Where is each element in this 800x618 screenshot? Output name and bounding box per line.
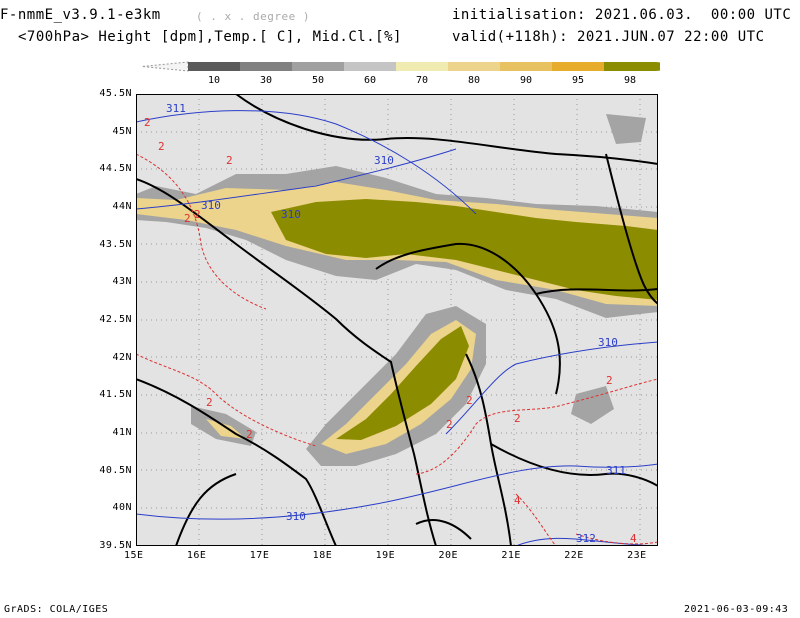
colorbar-labels: 10 30 50 60 70 80 90 95 98 (208, 75, 636, 86)
colorbar-label: 50 (312, 75, 324, 86)
colorbar-box (240, 62, 292, 71)
height-contour-label: 311 (606, 464, 626, 477)
model-title: F-nmmE_v3.9.1-e3km (0, 7, 161, 23)
colorbar-overflow (656, 62, 660, 71)
footer-timestamp: 2021-06-03-09:43 (684, 604, 789, 615)
colorbar-box (188, 62, 240, 71)
height-contour-label: 312 (576, 532, 596, 545)
latitude-label: 41N (112, 427, 132, 438)
temperature-contour-label: 2 (514, 412, 521, 425)
colorbar: 10 30 50 60 70 80 90 95 98 (141, 61, 660, 86)
valid-time-label: valid(+118h): 2021.JUN.07 22:00 UTC (452, 29, 765, 45)
temperature-contour-label: 2 (158, 140, 165, 153)
cloud-band-albania-core (336, 326, 469, 440)
colorbar-box (448, 62, 500, 71)
longitude-label: 22E (564, 550, 584, 561)
cloud-band-adriatic-core (271, 199, 658, 300)
longitude-label: 18E (312, 550, 333, 561)
height-contour-label: 310 (281, 208, 301, 221)
latitude-label: 44N (112, 201, 132, 212)
temperature-contour-label: 2 (466, 394, 473, 407)
height-contours (136, 110, 658, 546)
temperature-contour-label: 2 (194, 208, 201, 221)
temperature-contour-label: 4 (630, 532, 637, 545)
temperature-contour-label: 2 (246, 428, 253, 441)
longitude-label: 19E (375, 550, 396, 561)
temperature-contour-label: 2 (184, 212, 191, 225)
cloud-patch-east (571, 386, 614, 424)
coastline-and-borders (136, 94, 658, 546)
latitude-label: 43N (112, 276, 132, 288)
longitude-label: 15E (124, 550, 144, 561)
latitude-label: 45N (112, 125, 132, 137)
temperature-contour-label: 2 (226, 154, 233, 167)
temperature-contour-label: 2 (606, 374, 613, 387)
colorbar-label: 90 (520, 75, 532, 86)
colorbar-label: 60 (364, 75, 376, 86)
latitude-label: 39.5N (99, 540, 132, 551)
colorbar-label: 30 (260, 75, 272, 86)
longitude-label: 23E (627, 550, 647, 561)
temperature-contour-label: 2 (446, 418, 453, 431)
longitude-label: 20E (438, 550, 459, 561)
height-contour-label: 310 (286, 510, 306, 523)
temperature-contour-label: 2 (144, 116, 151, 129)
latitude-label: 42N (112, 351, 132, 363)
footer-credit: GrADS: COLA/IGES (4, 604, 109, 615)
cloud-patch-north (606, 114, 646, 144)
longitude-label: 21E (501, 550, 521, 561)
colorbar-underflow (141, 61, 189, 72)
latitude-label: 45.5N (99, 88, 132, 99)
colorbar-box (604, 62, 656, 71)
colorbar-label: 80 (468, 75, 480, 86)
latitude-label: 43.5N (99, 238, 132, 250)
colorbar-label: 98 (624, 75, 636, 86)
colorbar-box (500, 62, 552, 71)
colorbar-label: 95 (572, 75, 584, 86)
height-contour-label: 310 (201, 199, 221, 212)
latitude-label: 44.5N (99, 163, 132, 175)
colorbar-box (552, 62, 604, 71)
colorbar-box (344, 62, 396, 71)
latitude-label: 40N (112, 502, 132, 514)
height-contour-label: 311 (166, 102, 186, 115)
variables-label: <700hPa> Height [dpm],Temp.[ C], Mid.Cl.… (18, 29, 402, 45)
longitude-label: 16E (186, 550, 207, 561)
longitude-label: 17E (249, 550, 270, 561)
temperature-contours (136, 153, 658, 546)
latitude-label: 42.5N (99, 314, 132, 325)
height-contour-label: 310 (598, 336, 618, 349)
colorbar-label: 10 (208, 75, 220, 86)
colorbar-boxes (141, 61, 660, 72)
colorbar-box (292, 62, 344, 71)
height-contour-label: 310 (374, 154, 394, 167)
units-note: ( . x . degree ) (196, 10, 310, 23)
colorbar-label: 70 (416, 75, 428, 86)
latitude-label: 41.5N (99, 389, 132, 401)
colorbar-box (396, 62, 448, 71)
temperature-contour-label: 2 (206, 396, 213, 409)
height-contour-labels: 311 310 310 310 310 311 310 312 (166, 102, 626, 545)
initialisation-label: initialisation: 2021.06.03. 00:00 UTC (452, 7, 792, 23)
latitude-label: 40.5N (99, 464, 132, 476)
temperature-contour-label: 4 (514, 494, 521, 507)
